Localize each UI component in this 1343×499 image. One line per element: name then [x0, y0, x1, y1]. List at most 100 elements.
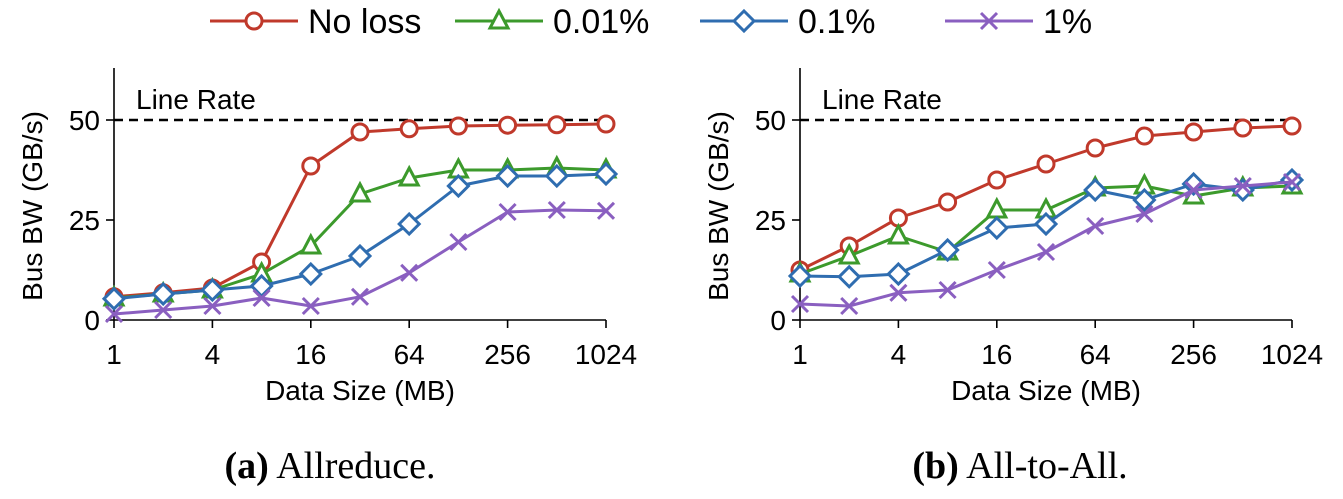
x-axis-label: Data Size (MB) — [951, 375, 1141, 406]
y-axis-label: Bus BW (GB/s) — [17, 111, 48, 301]
x-tick-label: 1 — [106, 339, 122, 370]
series-1- — [790, 172, 1302, 316]
legend-label: 0.01% — [553, 3, 649, 41]
x-stroke — [1184, 180, 1203, 200]
x-stroke — [252, 288, 271, 308]
x-stroke — [1135, 204, 1154, 224]
line-rate-label: Line Rate — [822, 84, 942, 115]
legend-marker-x — [979, 11, 999, 31]
data-point — [596, 114, 616, 134]
legend-item-0-1-: 0.1% — [700, 3, 876, 41]
data-point — [348, 180, 372, 203]
data-point — [1230, 177, 1255, 203]
x-stroke — [1233, 176, 1252, 196]
data-point — [938, 280, 957, 300]
legend-marker-triangle — [487, 7, 511, 30]
series-0-1- — [101, 161, 619, 311]
caption-prefix: (a) — [224, 445, 268, 487]
x-stroke — [203, 296, 222, 316]
data-point — [987, 260, 1006, 280]
x-tick-label: 4 — [891, 339, 907, 370]
y-tick-label: 25 — [69, 205, 100, 236]
data-point — [938, 192, 958, 212]
data-point — [1085, 138, 1105, 158]
data-point — [547, 200, 566, 220]
series-0-01- — [102, 154, 618, 307]
data-point — [787, 263, 813, 289]
data-point — [1132, 187, 1157, 213]
x-tick-label: 16 — [981, 339, 1012, 370]
data-point — [299, 232, 323, 255]
x-stroke — [938, 280, 957, 300]
data-point — [350, 287, 370, 306]
legend-label: 0.1% — [798, 3, 876, 41]
x-tick-label: 1024 — [1261, 339, 1323, 370]
panel-caption: (b) All-to-All. — [912, 445, 1127, 487]
x-stroke — [154, 300, 173, 320]
y-tick-label: 50 — [69, 105, 100, 136]
data-point — [1036, 154, 1056, 174]
x-stroke — [1036, 242, 1056, 262]
data-point — [987, 170, 1007, 190]
data-point — [101, 286, 127, 311]
x-stroke — [790, 294, 810, 314]
data-point — [1135, 204, 1154, 224]
data-point — [984, 215, 1009, 241]
data-point — [1086, 216, 1105, 236]
data-point — [1184, 180, 1203, 200]
data-point — [1233, 176, 1252, 196]
x-axis-label: Data Size (MB) — [265, 375, 455, 406]
x-stroke — [987, 260, 1006, 280]
caption-prefix: (b) — [912, 445, 958, 487]
data-point — [1233, 118, 1253, 138]
data-point — [252, 288, 271, 308]
x-stroke — [301, 296, 320, 316]
data-point — [449, 232, 468, 252]
x-stroke — [449, 232, 468, 252]
all-to-all-panel: 0 25 50 1 4 16 64 256 1024 Data Size (MB) Bus BW (… — [703, 68, 1323, 487]
data-point — [837, 264, 862, 289]
y-tick-label: 0 — [770, 305, 786, 336]
legend-item-0-01-: 0.01% — [455, 3, 649, 41]
legend-marker-circle — [244, 11, 264, 31]
data-point — [154, 300, 173, 320]
data-point — [446, 173, 471, 199]
x-stroke — [840, 296, 859, 316]
data-point — [298, 261, 323, 287]
data-point — [400, 263, 419, 282]
x-stroke — [547, 200, 566, 220]
data-point — [104, 304, 124, 324]
allreduce-panel: 0 25 50 1 4 16 64 256 1024 Data Size (MB) Bus BW (… — [17, 68, 637, 487]
data-point — [203, 296, 222, 316]
panel-caption: (a) Allreduce. — [224, 445, 435, 487]
legend-label: No loss — [308, 3, 421, 41]
data-point — [397, 211, 422, 237]
data-point — [1184, 122, 1204, 142]
data-point — [1134, 126, 1154, 146]
data-point — [547, 115, 567, 135]
data-point — [200, 277, 225, 303]
data-point — [448, 116, 468, 136]
data-point — [886, 222, 910, 245]
x-tick-label: 64 — [394, 339, 425, 370]
data-point — [596, 201, 616, 220]
legend-label: 1% — [1043, 3, 1092, 41]
data-point — [498, 115, 518, 135]
data-point — [301, 296, 320, 316]
data-point — [886, 261, 911, 287]
x-stroke — [596, 201, 616, 220]
x-stroke — [1086, 216, 1105, 236]
data-point — [837, 242, 861, 265]
x-tick-label: 64 — [1080, 339, 1111, 370]
x-stroke — [350, 287, 370, 306]
data-point — [495, 163, 520, 189]
legend: No loss 0.01% 0.1% 1% — [210, 3, 1092, 41]
data-point — [889, 283, 908, 302]
x-tick-label: 1 — [792, 339, 808, 370]
x-stroke — [104, 304, 124, 324]
x-tick-label: 256 — [484, 339, 531, 370]
x-stroke — [979, 11, 999, 31]
data-point — [151, 281, 176, 307]
data-point — [935, 237, 960, 263]
